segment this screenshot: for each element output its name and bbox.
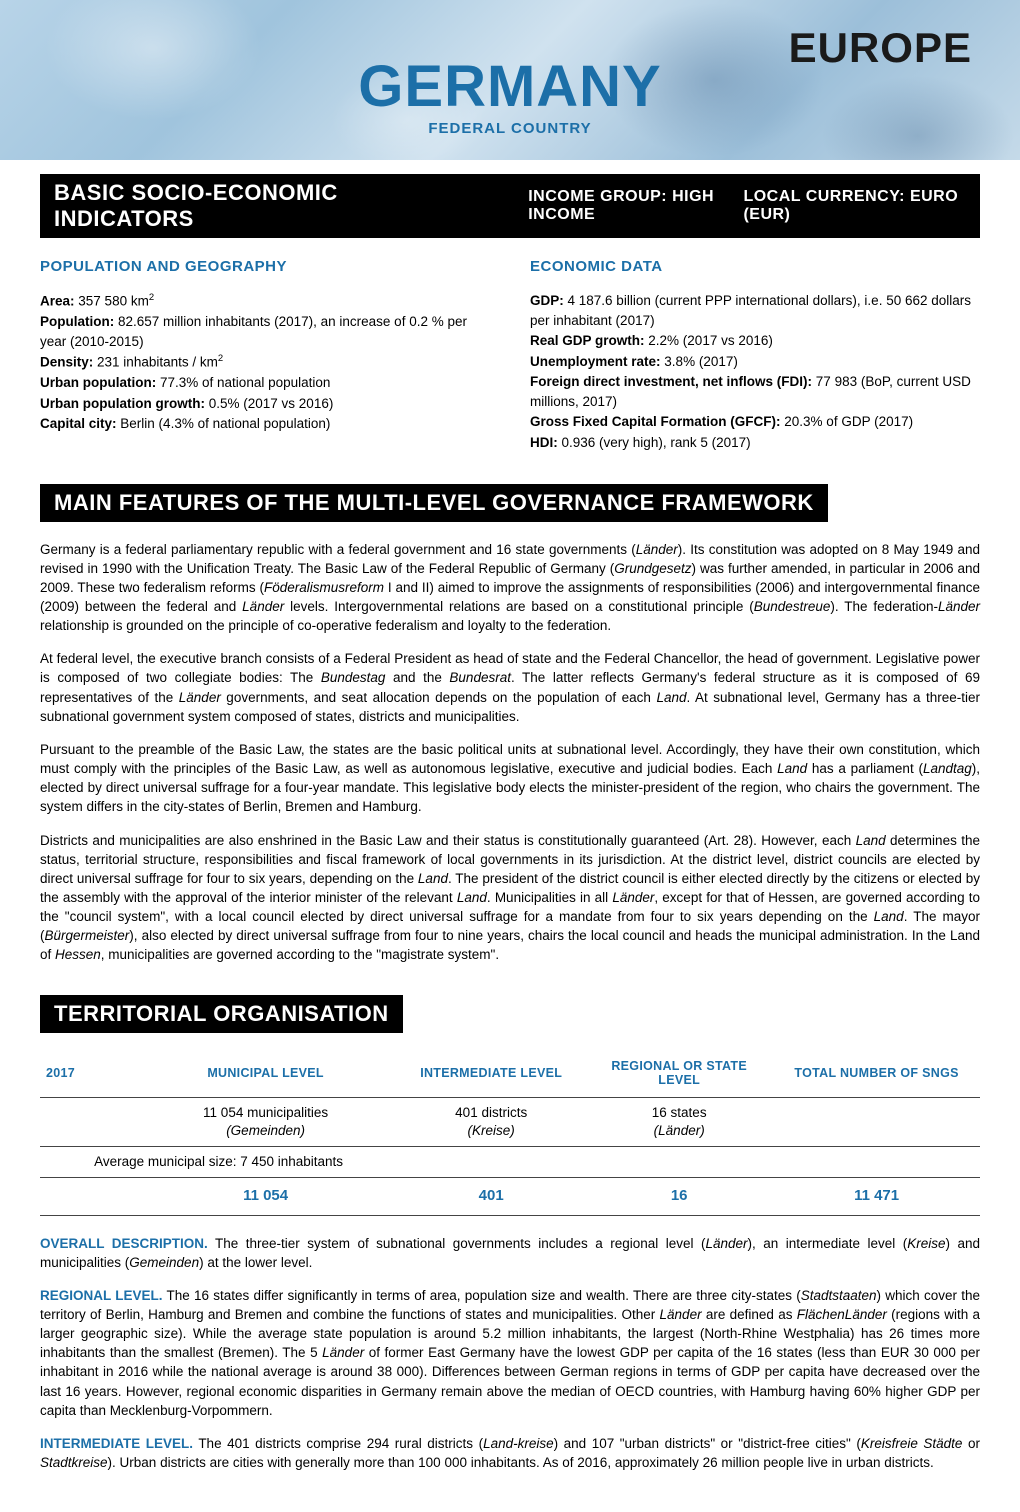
th-municipal: MUNICIPAL LEVEL bbox=[134, 1051, 397, 1098]
pop-geo-heading: POPULATION AND GEOGRAPHY bbox=[40, 258, 490, 275]
continent-label: EUROPE bbox=[789, 24, 972, 72]
area-row: Area: 357 580 km2 bbox=[40, 291, 490, 311]
econ-heading: ECONOMIC DATA bbox=[530, 258, 980, 275]
governance-framework-title: MAIN FEATURES OF THE MULTI-LEVEL GOVERNA… bbox=[40, 484, 828, 522]
total-all: 11 471 bbox=[773, 1178, 980, 1215]
total-reg: 16 bbox=[585, 1178, 773, 1215]
economic-data-col: ECONOMIC DATA GDP: 4 187.6 billion (curr… bbox=[530, 258, 980, 454]
gov-p2: At federal level, the executive branch c… bbox=[40, 649, 980, 726]
country-name: GERMANY bbox=[358, 58, 661, 116]
income-group: INCOME GROUP: HIGH INCOME bbox=[528, 188, 743, 224]
regional-p: REGIONAL LEVEL. The 16 states differ sig… bbox=[40, 1286, 980, 1420]
cell-muni: 11 054 municipalities(Gemeinden) bbox=[134, 1097, 397, 1146]
population-geography-col: POPULATION AND GEOGRAPHY Area: 357 580 k… bbox=[40, 258, 490, 454]
indicators-bar: BASIC SOCIO-ECONOMIC INDICATORS INCOME G… bbox=[40, 174, 980, 238]
density-row: Density: 231 inhabitants / km2 bbox=[40, 352, 490, 372]
territorial-body: OVERALL DESCRIPTION. The three-tier syst… bbox=[40, 1234, 980, 1473]
gov-p3: Pursuant to the preamble of the Basic La… bbox=[40, 740, 980, 817]
urban-growth-row: Urban population growth: 0.5% (2017 vs 2… bbox=[40, 394, 490, 414]
cell-inter: 401 districts(Kreise) bbox=[397, 1097, 585, 1146]
country-type: FEDERAL COUNTRY bbox=[358, 120, 661, 137]
territorial-table: 2017 MUNICIPAL LEVEL INTERMEDIATE LEVEL … bbox=[40, 1051, 980, 1216]
territorial-org-title: TERRITORIAL ORGANISATION bbox=[40, 995, 403, 1033]
total-inter: 401 bbox=[397, 1178, 585, 1215]
intermediate-p: INTERMEDIATE LEVEL. The 401 districts co… bbox=[40, 1434, 980, 1472]
cell-reg: 16 states(Länder) bbox=[585, 1097, 773, 1146]
indicators-title: BASIC SOCIO-ECONOMIC INDICATORS bbox=[54, 180, 413, 232]
real-gdp-row: Real GDP growth: 2.2% (2017 vs 2016) bbox=[530, 331, 980, 351]
capital-row: Capital city: Berlin (4.3% of national p… bbox=[40, 414, 490, 434]
overall-p: OVERALL DESCRIPTION. The three-tier syst… bbox=[40, 1234, 980, 1272]
unemp-row: Unemployment rate: 3.8% (2017) bbox=[530, 352, 980, 372]
country-block: GERMANY FEDERAL COUNTRY bbox=[358, 58, 661, 137]
gfcf-row: Gross Fixed Capital Formation (GFCF): 20… bbox=[530, 412, 980, 432]
gov-p1: Germany is a federal parliamentary repub… bbox=[40, 540, 980, 636]
gov-p4: Districts and municipalities are also en… bbox=[40, 831, 980, 965]
local-currency: LOCAL CURRENCY: EURO (EUR) bbox=[743, 188, 966, 224]
total-muni: 11 054 bbox=[134, 1178, 397, 1215]
th-total: TOTAL NUMBER OF SNGS bbox=[773, 1051, 980, 1098]
cell-avg-size: Average municipal size: 7 450 inhabitant… bbox=[40, 1147, 397, 1178]
fdi-row: Foreign direct investment, net inflows (… bbox=[530, 372, 980, 411]
th-year: 2017 bbox=[40, 1051, 134, 1098]
hero-banner: EUROPE GERMANY FEDERAL COUNTRY bbox=[0, 0, 1020, 160]
gdp-row: GDP: 4 187.6 billion (current PPP intern… bbox=[530, 291, 980, 330]
population-row: Population: 82.657 million inhabitants (… bbox=[40, 312, 490, 351]
governance-framework-body: Germany is a federal parliamentary repub… bbox=[40, 540, 980, 965]
hdi-row: HDI: 0.936 (very high), rank 5 (2017) bbox=[530, 433, 980, 453]
th-intermediate: INTERMEDIATE LEVEL bbox=[397, 1051, 585, 1098]
th-regional: REGIONAL OR STATE LEVEL bbox=[585, 1051, 773, 1098]
urban-pop-row: Urban population: 77.3% of national popu… bbox=[40, 373, 490, 393]
